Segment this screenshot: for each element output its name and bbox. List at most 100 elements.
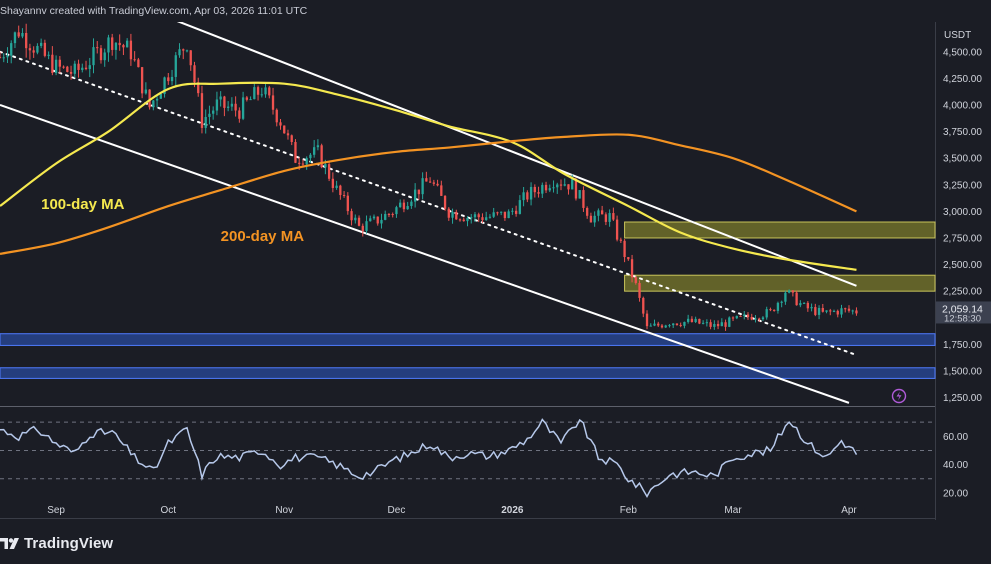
time-axis[interactable]: Sep Oct Nov Dec 2026 Feb Mar Apr — [47, 505, 857, 516]
candle-body — [286, 133, 290, 136]
annotations: 100-day MA 200-day MA — [41, 196, 304, 245]
candle-body — [687, 318, 690, 322]
current-price-label: 2,059.14 — [942, 303, 983, 315]
candle-body — [309, 154, 312, 159]
candle-body — [806, 302, 809, 309]
candle-body — [776, 302, 780, 311]
candle-body — [219, 96, 222, 100]
price-tick-label: 1,750.00 — [943, 340, 982, 351]
candle-body — [283, 125, 286, 134]
candle-body — [716, 323, 720, 327]
candle-body — [103, 52, 106, 61]
candle-body — [406, 206, 409, 210]
ma100-line — [0, 81, 857, 271]
footer — [0, 524, 991, 564]
candle-body — [630, 259, 634, 278]
price-tick-label: 4,500.00 — [943, 47, 982, 58]
candle-body — [503, 211, 507, 219]
candle-body — [593, 215, 596, 223]
candle-body — [844, 308, 847, 310]
candle-body — [178, 49, 181, 56]
candle-body — [672, 323, 675, 326]
time-tick-label: 2026 — [501, 505, 524, 516]
candle-body — [787, 290, 791, 293]
time-tick-label: Nov — [275, 505, 293, 516]
price-tick-label: 1,250.00 — [943, 393, 982, 404]
candle-body — [485, 217, 488, 221]
event-marker[interactable] — [891, 388, 907, 404]
lightning-bolt-icon — [896, 391, 902, 401]
candle-body — [305, 158, 308, 165]
tradingview-brand[interactable]: TradingView — [0, 534, 113, 552]
candle-body — [526, 192, 529, 200]
candle-body — [99, 48, 103, 61]
candle-body — [421, 178, 424, 195]
candle-body — [855, 310, 858, 314]
candle-body — [447, 208, 450, 218]
channel-lines — [0, 9, 858, 404]
candle-body — [140, 67, 144, 94]
candle-body — [152, 100, 155, 108]
candle-body — [264, 87, 267, 95]
candle-body — [241, 97, 245, 119]
candle-body — [795, 292, 798, 306]
price-axis[interactable]: USDT 4,500.00 4,250.00 4,000.00 3,750.00 3,50… — [936, 22, 991, 522]
candle-body — [488, 216, 492, 218]
candle-body — [185, 50, 189, 52]
candle-body — [477, 214, 480, 218]
candle-body — [451, 211, 454, 218]
candle-body — [234, 103, 237, 111]
candle-body — [481, 217, 484, 221]
brand-name: TradingView — [24, 534, 114, 552]
lightning-icon — [891, 388, 907, 404]
candle-body — [720, 322, 723, 327]
candle-body — [335, 185, 338, 188]
candle-body — [754, 318, 757, 320]
candle-body — [174, 55, 177, 77]
resistance-zone-1 — [624, 274, 936, 292]
candle-body — [260, 94, 263, 96]
price-tick-label: 3,750.00 — [943, 127, 982, 138]
price-tick-label: 2,500.00 — [943, 260, 982, 271]
candle-body — [327, 164, 331, 179]
candle-body — [51, 54, 54, 73]
candle-body — [290, 135, 293, 142]
candle-body — [458, 219, 462, 221]
candles — [0, 23, 858, 331]
time-tick-label: Oct — [161, 505, 177, 516]
candle-body — [589, 215, 593, 223]
candle-body — [847, 308, 851, 311]
price-axis-bg — [936, 22, 991, 522]
candle-body — [758, 318, 761, 320]
candle-body — [384, 214, 387, 220]
candle-body — [342, 195, 346, 197]
candle-body — [709, 322, 712, 327]
candle-body — [129, 40, 133, 60]
candle-body — [365, 221, 368, 231]
price-tick-label: 4,000.00 — [943, 100, 982, 111]
candle-body — [69, 71, 73, 74]
price-tick-label: 1,500.00 — [943, 366, 982, 377]
candle-body — [660, 325, 664, 328]
candle-body — [226, 106, 230, 108]
candle-body — [77, 63, 80, 70]
candle-body — [47, 54, 50, 56]
candle-body — [466, 217, 469, 222]
candle-body — [735, 315, 738, 319]
candle-body — [193, 65, 196, 83]
candle-body — [399, 202, 402, 208]
candle-body — [769, 309, 772, 311]
candle-body — [88, 65, 91, 70]
candle-body — [253, 87, 256, 100]
ma200-line — [0, 133, 857, 256]
candle-body — [21, 32, 24, 37]
candle-body — [313, 147, 316, 155]
candle-body — [350, 211, 353, 221]
candle-body — [159, 93, 162, 99]
candle-body — [746, 314, 750, 317]
candle-body — [0, 57, 2, 59]
candle-body — [320, 145, 323, 168]
channel-upper-line — [149, 9, 857, 287]
candle-body — [608, 213, 611, 222]
candle-body — [829, 310, 832, 312]
